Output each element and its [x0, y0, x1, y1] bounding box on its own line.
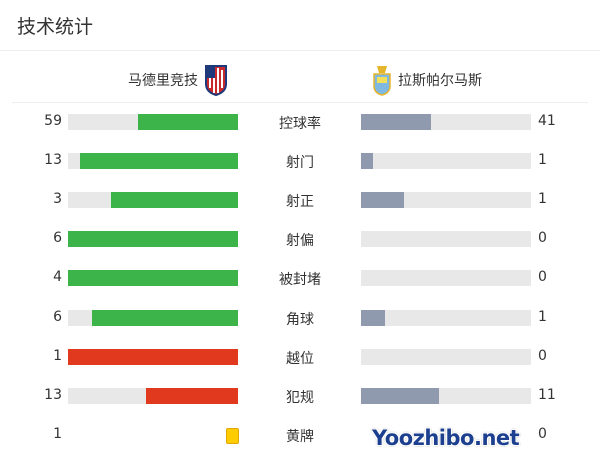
home-bar-track: [68, 153, 238, 169]
home-bar-track: [68, 231, 238, 247]
away-value: 1: [538, 309, 547, 325]
home-team-name: 马德里竞技: [128, 73, 198, 89]
stat-row: 3 射正 1: [0, 191, 600, 210]
stat-row: 4 被封堵 0: [0, 269, 600, 288]
stat-label: 犯规: [286, 390, 314, 406]
away-bar-fill: [361, 192, 404, 208]
away-value: 1: [538, 152, 547, 168]
home-bar-fill: [68, 231, 238, 247]
atletico-crest-icon: [205, 65, 227, 96]
home-bar-fill: [110, 192, 238, 208]
divider: [0, 50, 600, 51]
home-value: 6: [53, 230, 62, 246]
home-value: 59: [44, 113, 62, 129]
stat-label: 控球率: [279, 116, 321, 132]
stat-label: 被封堵: [279, 272, 321, 288]
stat-row: 1 越位 0: [0, 348, 600, 367]
away-value: 0: [538, 269, 547, 285]
home-value: 1: [53, 348, 62, 364]
away-bar-track: [361, 153, 531, 169]
away-value: 41: [538, 113, 556, 129]
home-value: 13: [44, 387, 62, 403]
away-value: 1: [538, 191, 547, 207]
home-bar-fill: [68, 270, 238, 286]
home-bar-fill: [92, 310, 238, 326]
stat-row: 6 角球 1: [0, 309, 600, 328]
stat-label: 角球: [286, 312, 314, 328]
away-bar-track: [361, 349, 531, 365]
home-value: 13: [44, 152, 62, 168]
away-value: 11: [538, 387, 556, 403]
away-bar-fill: [361, 153, 374, 169]
away-bar-fill: [361, 388, 439, 404]
home-value: 1: [53, 426, 62, 442]
home-bar-fill: [145, 388, 238, 404]
away-value: 0: [538, 426, 547, 442]
home-bar-track: [68, 192, 238, 208]
stat-row-yellow-cards: 1 黄牌 0: [0, 426, 600, 445]
yellow-card-icon: [226, 428, 239, 444]
stat-row: 13 犯规 11: [0, 387, 600, 406]
home-value: 4: [53, 269, 62, 285]
watermark: Yoozhibo.net: [372, 426, 520, 450]
away-value: 0: [538, 348, 547, 364]
home-bar-track: [68, 388, 238, 404]
stat-row: 59 控球率 41: [0, 113, 600, 132]
stat-label: 射正: [286, 194, 314, 210]
home-bar-track: [68, 349, 238, 365]
home-bar-track: [68, 310, 238, 326]
home-value: 6: [53, 309, 62, 325]
away-team: 拉斯帕尔马斯: [372, 64, 482, 96]
home-bar-track: [68, 114, 238, 130]
stat-row: 6 射偏 0: [0, 230, 600, 249]
home-value: 3: [53, 191, 62, 207]
away-team-name: 拉斯帕尔马斯: [398, 73, 482, 89]
las-palmas-crest-icon: [373, 66, 391, 96]
away-value: 0: [538, 230, 547, 246]
away-bar-track: [361, 310, 531, 326]
away-bar-fill: [361, 114, 431, 130]
home-bar-fill: [80, 153, 238, 169]
away-bar-track: [361, 192, 531, 208]
away-bar-fill: [361, 310, 386, 326]
home-bar-fill: [137, 114, 238, 130]
stat-row: 13 射门 1: [0, 152, 600, 171]
home-team: 马德里竞技: [128, 64, 228, 96]
stat-label: 射偏: [286, 233, 314, 249]
away-bar-track: [361, 270, 531, 286]
away-bar-track: [361, 231, 531, 247]
stat-label: 黄牌: [286, 429, 314, 445]
away-bar-track: [361, 388, 531, 404]
page-title: 技术统计: [17, 16, 94, 38]
stat-label: 射门: [286, 155, 314, 171]
home-bar-track: [68, 270, 238, 286]
away-bar-track: [361, 114, 531, 130]
home-bar-fill: [68, 349, 238, 365]
divider: [12, 102, 588, 103]
stat-label: 越位: [286, 351, 314, 367]
